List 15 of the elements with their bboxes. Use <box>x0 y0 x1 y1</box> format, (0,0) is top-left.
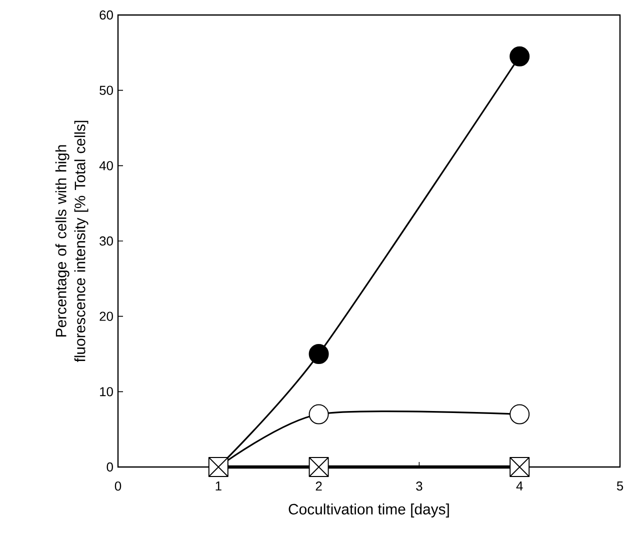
y-axis-title: Percentage of cells with high fluorescence intensity [% Total cells] <box>55 120 88 362</box>
x-axis-title: Cocultivation time [days] <box>288 504 449 518</box>
y-tick-label: 30 <box>100 236 113 246</box>
x-tick-label: 2 <box>316 482 322 491</box>
x-tick-label: 1 <box>216 482 222 490</box>
x-tick-label: 0 <box>114 482 122 491</box>
x-tick-label: 4 <box>516 482 523 490</box>
y-tick-label: 40 <box>99 161 113 170</box>
x-tick-label: 5 <box>616 482 624 491</box>
x-tick-label: 3 <box>416 482 422 491</box>
y-tick-label: 20 <box>100 312 113 321</box>
y-tick-label: 10 <box>100 387 113 396</box>
y-tick-label: 0 <box>106 462 113 472</box>
y-tick-label: 50 <box>100 86 113 95</box>
y-tick-label: 60 <box>100 10 113 20</box>
